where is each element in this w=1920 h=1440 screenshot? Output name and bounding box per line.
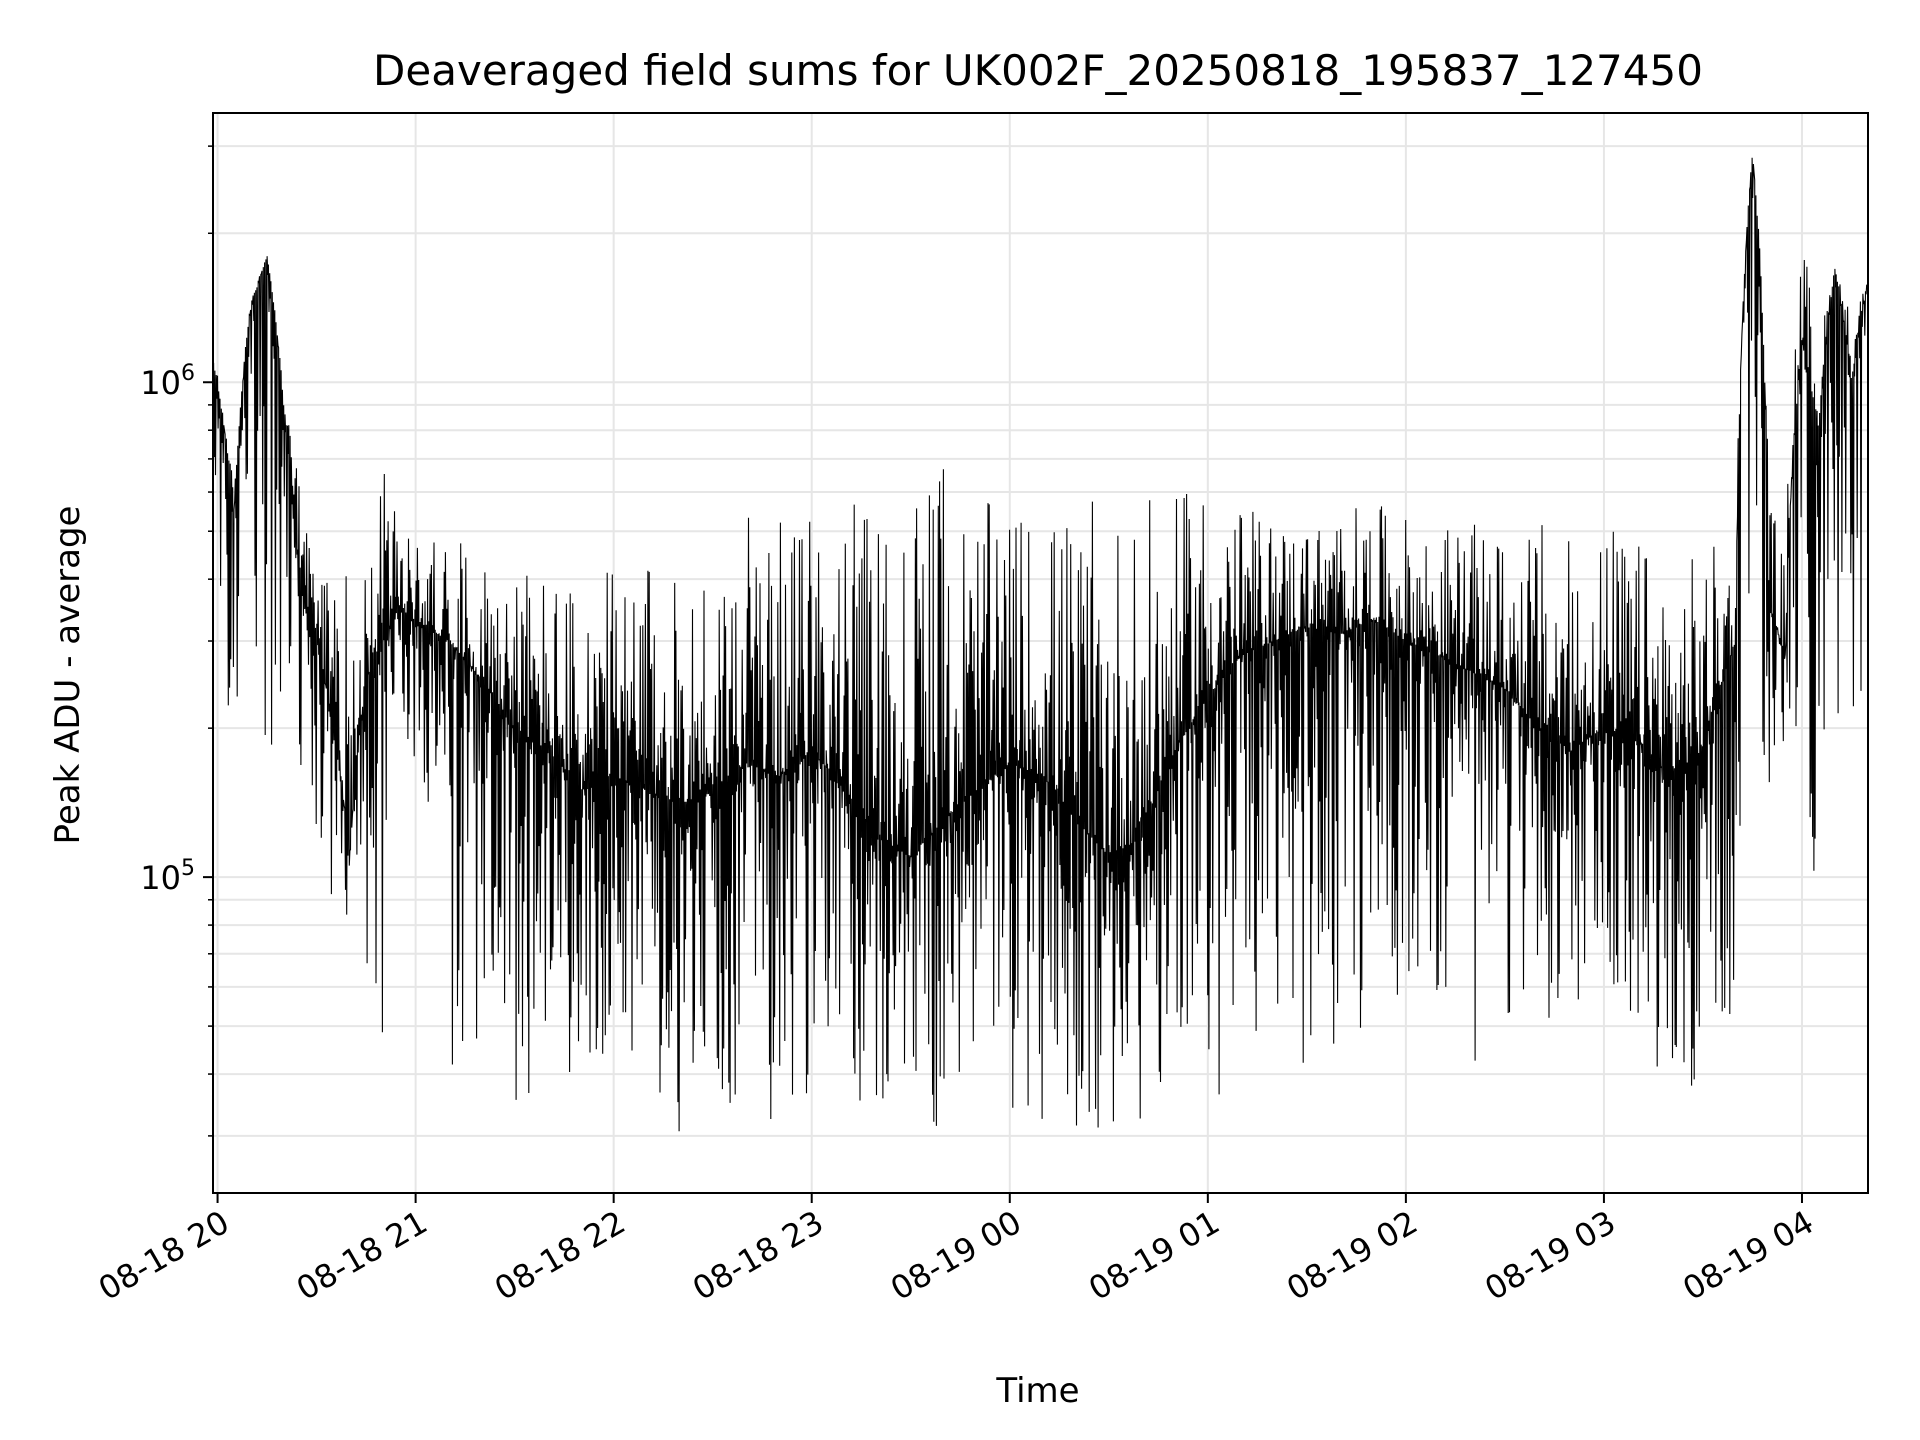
plot-area [212, 157, 1869, 1132]
y-axis-label: Peak ADU - average [48, 506, 88, 845]
chart-title: Deaveraged field sums for UK002F_2025081… [373, 46, 1703, 95]
y-axis: 105 106 [140, 145, 213, 1137]
x-axis-label: Time [995, 1371, 1079, 1411]
series-line [212, 157, 1869, 1132]
y-tick-label: 106 [140, 361, 195, 402]
plot-frame [212, 112, 1869, 1194]
y-tick-label: 105 [140, 856, 195, 897]
